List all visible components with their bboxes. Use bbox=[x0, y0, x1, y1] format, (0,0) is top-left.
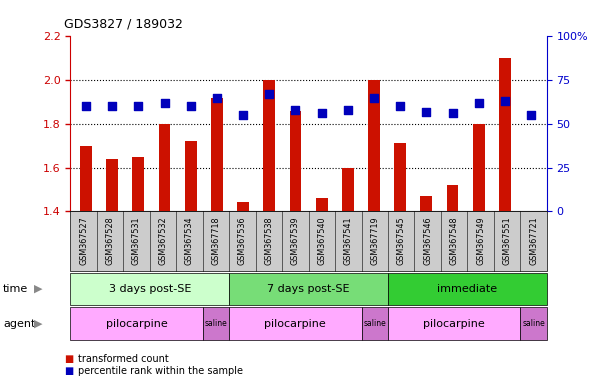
Point bbox=[316, 110, 326, 116]
Text: immediate: immediate bbox=[437, 284, 497, 294]
Text: GSM367539: GSM367539 bbox=[291, 217, 300, 265]
Bar bbox=[316, 198, 327, 211]
Point bbox=[526, 112, 536, 118]
Bar bbox=[159, 124, 170, 211]
Text: ▶: ▶ bbox=[34, 318, 43, 329]
Text: 7 days post-SE: 7 days post-SE bbox=[267, 284, 350, 294]
Point bbox=[395, 103, 405, 109]
Point bbox=[500, 98, 510, 104]
Text: pilocarpine: pilocarpine bbox=[106, 318, 167, 329]
Text: GDS3827 / 189032: GDS3827 / 189032 bbox=[64, 17, 183, 30]
Text: 3 days post-SE: 3 days post-SE bbox=[109, 284, 191, 294]
Bar bbox=[185, 141, 197, 211]
Text: time: time bbox=[3, 284, 28, 294]
Text: GSM367536: GSM367536 bbox=[238, 217, 247, 265]
Text: ■: ■ bbox=[64, 366, 73, 376]
Text: ■: ■ bbox=[64, 354, 73, 364]
Bar bbox=[342, 167, 354, 211]
Bar bbox=[211, 98, 223, 211]
Bar bbox=[394, 144, 406, 211]
Text: percentile rank within the sample: percentile rank within the sample bbox=[78, 366, 243, 376]
Point bbox=[343, 107, 353, 113]
Point bbox=[159, 100, 169, 106]
Point bbox=[133, 103, 143, 109]
Text: agent: agent bbox=[3, 318, 35, 329]
Bar bbox=[420, 196, 433, 211]
Point bbox=[238, 112, 248, 118]
Point bbox=[448, 110, 458, 116]
Bar bbox=[290, 111, 301, 211]
Bar bbox=[237, 202, 249, 211]
Text: GSM367527: GSM367527 bbox=[79, 217, 88, 265]
Bar bbox=[80, 146, 92, 211]
Text: GSM367531: GSM367531 bbox=[132, 217, 141, 265]
Text: GSM367528: GSM367528 bbox=[106, 217, 114, 265]
Bar bbox=[368, 80, 380, 211]
Text: GSM367551: GSM367551 bbox=[503, 217, 511, 265]
Point bbox=[474, 100, 484, 106]
Text: pilocarpine: pilocarpine bbox=[265, 318, 326, 329]
Bar bbox=[473, 124, 485, 211]
Text: GSM367721: GSM367721 bbox=[529, 217, 538, 265]
Text: GSM367718: GSM367718 bbox=[211, 217, 221, 265]
Text: GSM367545: GSM367545 bbox=[397, 217, 406, 265]
Text: ▶: ▶ bbox=[34, 284, 43, 294]
Text: saline: saline bbox=[364, 319, 386, 328]
Bar bbox=[133, 157, 144, 211]
Text: GSM367534: GSM367534 bbox=[185, 217, 194, 265]
Point bbox=[186, 103, 196, 109]
Point bbox=[212, 94, 222, 101]
Text: GSM367541: GSM367541 bbox=[344, 217, 353, 265]
Text: pilocarpine: pilocarpine bbox=[423, 318, 485, 329]
Text: GSM367548: GSM367548 bbox=[450, 217, 459, 265]
Point bbox=[108, 103, 117, 109]
Point bbox=[81, 103, 91, 109]
Bar bbox=[499, 58, 511, 211]
Text: saline: saline bbox=[205, 319, 227, 328]
Text: GSM367546: GSM367546 bbox=[423, 217, 432, 265]
Point bbox=[265, 91, 274, 97]
Text: GSM367540: GSM367540 bbox=[317, 217, 326, 265]
Point bbox=[422, 109, 431, 115]
Point bbox=[369, 94, 379, 101]
Text: transformed count: transformed count bbox=[78, 354, 169, 364]
Bar bbox=[263, 80, 275, 211]
Text: GSM367532: GSM367532 bbox=[158, 217, 167, 265]
Bar bbox=[106, 159, 118, 211]
Bar bbox=[447, 185, 458, 211]
Text: saline: saline bbox=[522, 319, 545, 328]
Text: GSM367538: GSM367538 bbox=[265, 217, 273, 265]
Text: GSM367549: GSM367549 bbox=[476, 217, 485, 265]
Point bbox=[291, 107, 301, 113]
Text: GSM367719: GSM367719 bbox=[370, 217, 379, 265]
